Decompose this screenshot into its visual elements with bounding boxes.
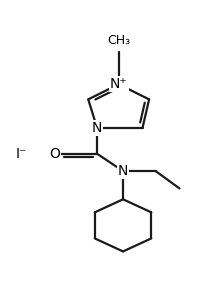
Text: O: O xyxy=(49,147,60,161)
Text: CH₃: CH₃ xyxy=(107,34,130,47)
Text: I⁻: I⁻ xyxy=(15,147,27,161)
Text: N⁺: N⁺ xyxy=(110,77,128,91)
Text: N: N xyxy=(118,164,128,178)
Text: N: N xyxy=(92,121,102,135)
